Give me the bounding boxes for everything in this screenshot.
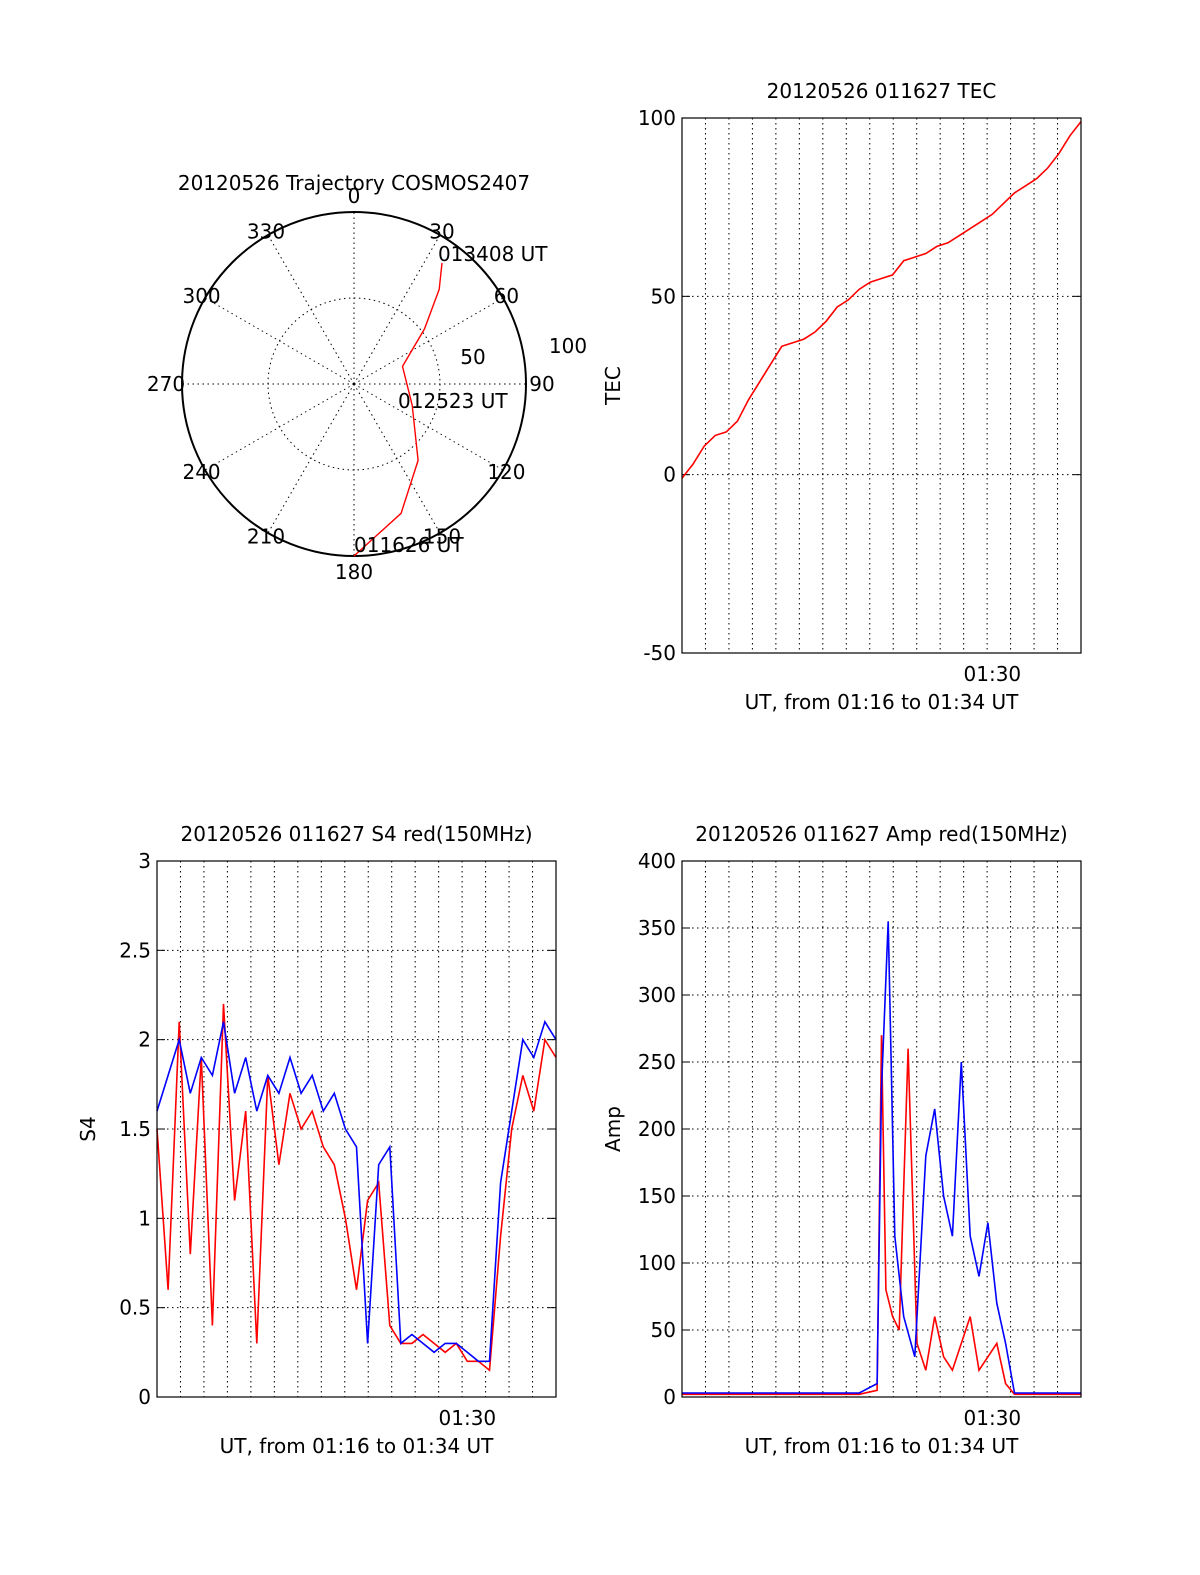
time-annotation: 011626 UT — [354, 533, 464, 557]
time-annotation: 013408 UT — [438, 242, 548, 266]
series-line-red — [156, 1003, 557, 1372]
polar-spoke — [267, 234, 355, 385]
y-tick-label: 2 — [138, 1028, 151, 1052]
series-line-blue — [682, 921, 1081, 1394]
angle-label: 0 — [348, 184, 361, 208]
y-tick-label: 0.5 — [119, 1296, 151, 1320]
series-line-red — [682, 1035, 1081, 1396]
radius-label: 50 — [460, 345, 485, 369]
y-tick-label: 0 — [138, 1385, 151, 1409]
y-tick-label: 1 — [138, 1206, 151, 1230]
angle-label: 30 — [429, 220, 454, 244]
angle-label: 180 — [335, 560, 373, 584]
chart-title: 20120526 Trajectory COSMOS2407 — [178, 171, 530, 195]
angle-label: 60 — [494, 284, 519, 308]
polar-spoke — [204, 383, 355, 471]
angle-label: 150 — [423, 524, 461, 548]
y-tick-label: 350 — [638, 916, 676, 940]
y-tick-label: 1.5 — [119, 1117, 151, 1141]
chart-3: 20120526 011627 Amp red(150MHz) 400 350 300… — [601, 822, 1082, 1458]
polar-spoke — [267, 383, 355, 534]
angle-label: 330 — [247, 220, 285, 244]
series-line-blue — [156, 1019, 557, 1363]
y-axis-label: S4 — [76, 1116, 100, 1141]
y-tick-label: 50 — [651, 1318, 676, 1342]
y-tick-label: 50 — [651, 284, 676, 308]
x-tick-label: 01:30 — [439, 1406, 497, 1430]
x-tick-label: 01:30 — [964, 1406, 1022, 1430]
angle-label: 120 — [487, 460, 525, 484]
angle-label: 270 — [147, 372, 185, 396]
angle-label: 210 — [247, 524, 285, 548]
y-tick-label: -50 — [643, 641, 676, 665]
chart-2: 20120526 011627 S4 red(150MHz) 3 2.5 2 1.5 1 0… — [76, 822, 557, 1458]
series-line-red — [681, 121, 1082, 479]
y-tick-label: 300 — [638, 983, 676, 1007]
plot-frame — [156, 860, 557, 1398]
angle-label: 300 — [182, 284, 220, 308]
y-tick-label: 400 — [638, 849, 676, 873]
chart-1: 20120526 011627 TEC 100 50 0 -50 01:30 UT, fro… — [601, 79, 1082, 714]
chart-title: 20120526 011627 S4 red(150MHz) — [181, 822, 533, 846]
x-tick-label: 01:30 — [964, 662, 1022, 686]
chart-title: 20120526 011627 TEC — [767, 79, 997, 103]
y-axis-label: Amp — [601, 1106, 625, 1152]
trajectory-line — [353, 262, 443, 557]
polar-spoke — [353, 297, 504, 385]
plot-frame — [681, 117, 1082, 654]
radius-label: 100 — [549, 334, 587, 358]
y-tick-label: 3 — [138, 849, 151, 873]
polar-spoke — [204, 297, 355, 385]
y-tick-label: 100 — [638, 1251, 676, 1275]
x-axis-label: UT, from 01:16 to 01:34 UT — [745, 690, 1020, 714]
y-tick-label: 250 — [638, 1050, 676, 1074]
polar-spoke — [353, 234, 441, 385]
chart-title: 20120526 011627 Amp red(150MHz) — [695, 822, 1067, 846]
y-tick-label: 150 — [638, 1184, 676, 1208]
plot-frame — [681, 860, 1082, 1398]
y-tick-label: 200 — [638, 1117, 676, 1141]
time-annotation: 012523 UT — [398, 389, 508, 413]
angle-label: 90 — [529, 372, 554, 396]
x-axis-label: UT, from 01:16 to 01:34 UT — [220, 1434, 495, 1458]
y-tick-label: 0 — [663, 463, 676, 487]
angle-label: 240 — [182, 460, 220, 484]
y-tick-label: 100 — [638, 106, 676, 130]
y-axis-label: TEC — [601, 366, 625, 406]
y-tick-label: 2.5 — [119, 938, 151, 962]
y-tick-label: 0 — [663, 1385, 676, 1409]
polar-spoke — [353, 383, 504, 471]
polar-spoke — [353, 383, 441, 534]
x-axis-label: UT, from 01:16 to 01:34 UT — [745, 1434, 1020, 1458]
